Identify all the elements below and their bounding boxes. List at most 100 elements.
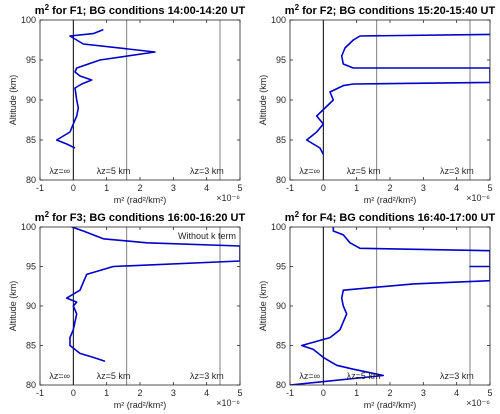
- x-tick-label: 4: [204, 183, 209, 193]
- x-tick-label: 5: [487, 388, 492, 398]
- title-rest: for F2; BG conditions 15:20-15:40 UT: [299, 5, 495, 17]
- title-sup: 2: [295, 210, 300, 219]
- y-tick-label: 80: [26, 380, 36, 390]
- y-tick-label: 90: [276, 95, 286, 105]
- axes-box: [39, 226, 241, 386]
- x-tick-label: 4: [204, 388, 209, 398]
- x-tick-label: 5: [237, 388, 242, 398]
- axes-box: [289, 19, 491, 181]
- x-tick-label: -1: [36, 183, 44, 193]
- y-tick-label: 90: [26, 301, 36, 311]
- y-tick-label: 100: [21, 15, 36, 25]
- wavelength-label: λz=3 km: [440, 371, 474, 381]
- x-tick-label: 0: [71, 388, 76, 398]
- y-axis-label: Altitude (km): [258, 281, 268, 332]
- y-axis-label: Altitude (km): [8, 75, 18, 126]
- x-tick-label: 2: [387, 388, 392, 398]
- y-tick-label: 90: [276, 301, 286, 311]
- y-tick-label: 80: [26, 175, 36, 185]
- y-tick-label: 100: [271, 15, 286, 25]
- y-tick-label: 80: [276, 380, 286, 390]
- x-tick-label: -1: [286, 388, 294, 398]
- x-tick-label: 0: [71, 183, 76, 193]
- x-tick-label: 2: [137, 183, 142, 193]
- y-tick-label: 95: [26, 55, 36, 65]
- x-tick-label: -1: [286, 183, 294, 193]
- x-tick-label: -1: [36, 388, 44, 398]
- title-base: m: [35, 5, 45, 17]
- y-tick-label: 100: [271, 222, 286, 232]
- exponent-label: ×10⁻⁶: [466, 398, 490, 408]
- title-rest: for F1; BG conditions 14:00-14:20 UT: [49, 5, 245, 17]
- y-tick-label: 100: [21, 222, 36, 232]
- y-tick-label: 90: [26, 95, 36, 105]
- panel-title: m2 for F1; BG conditions 14:00-14:20 UT: [35, 3, 246, 17]
- y-axis-label: Altitude (km): [8, 281, 18, 332]
- wavelength-label: λz=∞: [49, 166, 70, 176]
- exponent-label: ×10⁻⁶: [216, 193, 240, 203]
- x-axis-label: m² (rad²/km²): [114, 400, 167, 410]
- title-sup: 2: [45, 3, 50, 12]
- x-tick-label: 3: [421, 388, 426, 398]
- x-tick-label: 4: [454, 388, 459, 398]
- title-sup: 2: [295, 3, 300, 12]
- x-tick-label: 0: [321, 388, 326, 398]
- y-tick-label: 95: [276, 262, 286, 272]
- x-tick-label: 3: [421, 183, 426, 193]
- x-tick-label: 3: [171, 388, 176, 398]
- panel-title: m2 for F2; BG conditions 15:20-15:40 UT: [285, 3, 496, 17]
- y-tick-label: 80: [276, 175, 286, 185]
- y-tick-label: 95: [276, 55, 286, 65]
- axes-box: [39, 19, 241, 181]
- wavelength-label: λz=3 km: [440, 166, 474, 176]
- exponent-label: ×10⁻⁶: [466, 193, 490, 203]
- series-line: [65, 227, 240, 363]
- title-rest: for F4; BG conditions 16:40-17:00 UT: [299, 212, 495, 224]
- x-tick-label: 2: [387, 183, 392, 193]
- wavelength-label: λz=∞: [49, 371, 70, 381]
- wavelength-label: λz=5 km: [347, 371, 381, 381]
- series-line: [55, 28, 156, 149]
- x-tick-label: 0: [321, 183, 326, 193]
- x-axis-label: m² (rad²/km²): [364, 400, 417, 410]
- exponent-label: ×10⁻⁶: [216, 398, 240, 408]
- wavelength-label: λz=3 km: [190, 371, 224, 381]
- x-tick-label: 1: [104, 183, 109, 193]
- series-line: [305, 33, 490, 155]
- x-axis-label: m² (rad²/km²): [114, 195, 167, 205]
- y-tick-label: 85: [276, 341, 286, 351]
- x-tick-label: 5: [237, 183, 242, 193]
- panel-title: m2 for F4; BG conditions 16:40-17:00 UT: [285, 210, 496, 224]
- x-axis-label: m² (rad²/km²): [364, 195, 417, 205]
- x-tick-label: 1: [104, 388, 109, 398]
- title-base: m: [285, 212, 295, 224]
- wavelength-label: λz=5 km: [97, 371, 131, 381]
- x-tick-label: 2: [137, 388, 142, 398]
- title-sup: 2: [45, 210, 50, 219]
- x-tick-label: 4: [454, 183, 459, 193]
- wavelength-label: λz=5 km: [97, 166, 131, 176]
- wavelength-label: λz=∞: [299, 166, 320, 176]
- title-rest: for F3; BG conditions 16:00-16:20 UT: [49, 212, 245, 224]
- wavelength-label: λz=∞: [299, 371, 320, 381]
- y-tick-label: 95: [26, 262, 36, 272]
- title-base: m: [35, 212, 45, 224]
- x-tick-label: 1: [354, 183, 359, 193]
- series-line: [290, 227, 490, 385]
- panel-title: m2 for F3; BG conditions 16:00-16:20 UT: [35, 210, 246, 224]
- annotation: Without k term: [178, 231, 236, 241]
- x-tick-label: 3: [171, 183, 176, 193]
- y-axis-label: Altitude (km): [258, 75, 268, 126]
- title-base: m: [285, 5, 295, 17]
- wavelength-label: λz=5 km: [347, 166, 381, 176]
- x-tick-label: 5: [487, 183, 492, 193]
- x-tick-label: 1: [354, 388, 359, 398]
- y-tick-label: 85: [26, 135, 36, 145]
- y-tick-label: 85: [276, 135, 286, 145]
- y-tick-label: 85: [26, 341, 36, 351]
